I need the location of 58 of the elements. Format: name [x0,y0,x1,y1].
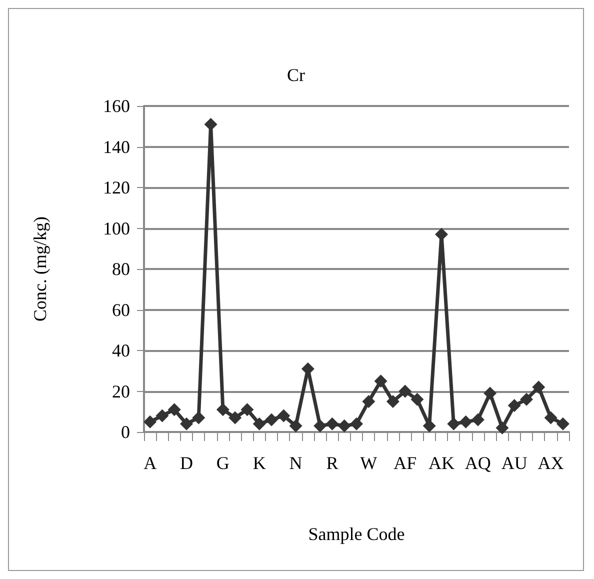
point [180,417,193,430]
point [289,419,302,432]
point [240,403,254,416]
point [544,411,558,424]
point [204,118,218,131]
point [277,409,290,422]
x-tick-label: R [326,453,338,473]
point [386,394,400,408]
x-tick-label: K [252,453,266,473]
y-tick-label: 120 [103,178,130,198]
x-tick-label: AQ [464,453,491,473]
point [459,415,472,428]
point [484,386,497,400]
y-tick-label: 80 [112,259,130,279]
point [144,415,157,428]
point [228,411,242,424]
y-tick-label: 60 [112,300,130,320]
y-tick-label: 0 [121,422,130,442]
point [520,392,533,406]
point [265,413,278,426]
point [338,419,351,432]
x-tick-label: AF [394,453,417,473]
x-tick-label: N [289,453,302,473]
x-tick-label: G [216,453,230,473]
point [326,417,339,430]
point [156,409,169,422]
y-tick-label: 160 [103,96,130,116]
y-axis-title: Conc. (mg/kg) [30,216,50,322]
x-tick-label: AX [538,453,564,473]
point [192,411,206,424]
point [508,399,521,412]
point [471,413,484,426]
point [556,417,570,430]
y-tick-label: 140 [103,136,130,157]
y-tick-label: 100 [103,218,130,238]
point [216,403,230,416]
x-tick-label: AU [501,453,528,473]
y-tick-label: 40 [112,340,130,360]
point [496,421,509,434]
x-tick-label: AK [428,453,454,473]
point [374,374,388,388]
point [422,419,436,432]
point [314,419,327,432]
x-tick-label: A [144,453,157,473]
point [398,384,412,398]
y-tick-label: 20 [112,381,130,402]
point [168,403,181,416]
x-axis-title: Sample Code [308,524,405,544]
x-tick-label: W [360,453,378,473]
point [410,392,424,406]
chart-title: Cr [287,65,306,85]
point [252,417,266,430]
point [447,417,460,430]
point [362,394,376,408]
x-tick-label: D [180,453,193,473]
point [350,417,363,430]
point [435,228,448,241]
point [532,380,546,394]
